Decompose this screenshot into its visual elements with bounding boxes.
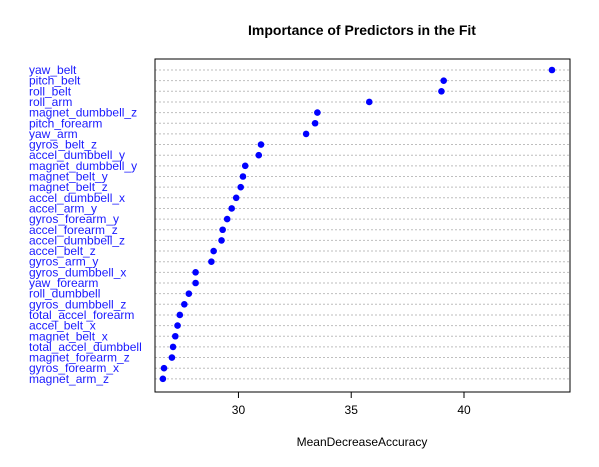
category-label: gyros_belt_z	[29, 138, 97, 152]
data-point	[438, 88, 445, 95]
data-point	[168, 354, 176, 361]
data-point	[218, 237, 225, 244]
category-label: accel_forearm_z	[29, 223, 118, 237]
chart-title: Importance of Predictors in the Fit	[248, 22, 476, 38]
data-point	[232, 194, 240, 202]
data-point	[185, 290, 193, 297]
category-label: yaw_forearm	[29, 276, 98, 290]
data-point	[241, 162, 249, 170]
category-label: accel_belt_x	[29, 319, 96, 333]
x-tick-label: 35	[345, 403, 359, 417]
grid-lines	[155, 69, 570, 380]
data-point	[208, 258, 215, 266]
data-point	[223, 215, 231, 223]
category-label: magnet_belt_z	[29, 180, 108, 194]
data-point	[169, 343, 177, 351]
category-label: accel_dumbbell_x	[29, 191, 125, 205]
data-point	[311, 119, 319, 127]
category-label: pitch_forearm	[29, 116, 102, 130]
x-tick-label: 30	[232, 403, 246, 417]
data-point	[192, 269, 199, 276]
category-label: total_accel_dumbbell	[29, 340, 142, 354]
data-point	[174, 322, 181, 329]
plot-frame	[154, 58, 571, 393]
category-label: accel_dumbbell_y	[29, 148, 125, 162]
data-point	[548, 66, 556, 74]
category-label: pitch_belt	[29, 74, 81, 88]
category-label: accel_belt_z	[29, 244, 96, 258]
x-tick-label: 40	[457, 403, 471, 417]
category-label: total_accel_forearm	[29, 308, 134, 322]
data-point	[181, 301, 188, 308]
data-point	[365, 98, 373, 106]
data-points	[159, 66, 556, 383]
data-point	[255, 151, 263, 159]
data-point	[159, 375, 167, 383]
category-label: gyros_arm_y	[29, 255, 98, 269]
data-point	[192, 279, 199, 287]
category-label: magnet_forearm_z	[29, 351, 130, 365]
category-label: magnet_belt_y	[29, 170, 108, 184]
x-axis-label: MeanDecreaseAccuracy	[297, 435, 428, 449]
data-point	[160, 364, 168, 372]
category-label: magnet_dumbbell_y	[29, 159, 137, 173]
category-label: accel_dumbbell_z	[29, 233, 125, 247]
data-point	[237, 183, 245, 191]
data-point	[302, 130, 310, 138]
category-label: roll_arm	[29, 95, 72, 109]
category-label: gyros_forearm_y	[29, 212, 119, 226]
category-label: yaw_belt	[29, 63, 77, 77]
category-label: magnet_dumbbell_z	[29, 106, 137, 120]
data-point	[176, 311, 184, 319]
data-point	[257, 141, 265, 148]
category-labels: yaw_beltpitch_beltroll_beltroll_armmagne…	[29, 63, 142, 386]
data-point	[440, 77, 447, 84]
category-label: yaw_arm	[29, 127, 78, 141]
data-point	[171, 332, 179, 340]
category-label: gyros_dumbbell_z	[29, 297, 126, 311]
data-point	[239, 173, 247, 180]
category-label: gyros_forearm_x	[29, 361, 119, 375]
category-label: magnet_arm_z	[29, 372, 109, 386]
data-point	[219, 226, 226, 234]
x-axis: 30 35 40	[232, 392, 471, 417]
category-label: accel_arm_y	[29, 201, 97, 215]
category-label: roll_dumbbell	[29, 287, 100, 301]
data-point	[228, 205, 235, 212]
category-label: roll_belt	[29, 84, 72, 98]
category-label: gyros_dumbbell_x	[29, 265, 126, 279]
category-label: magnet_belt_x	[29, 329, 108, 343]
data-point	[314, 109, 321, 116]
data-point	[210, 247, 217, 255]
